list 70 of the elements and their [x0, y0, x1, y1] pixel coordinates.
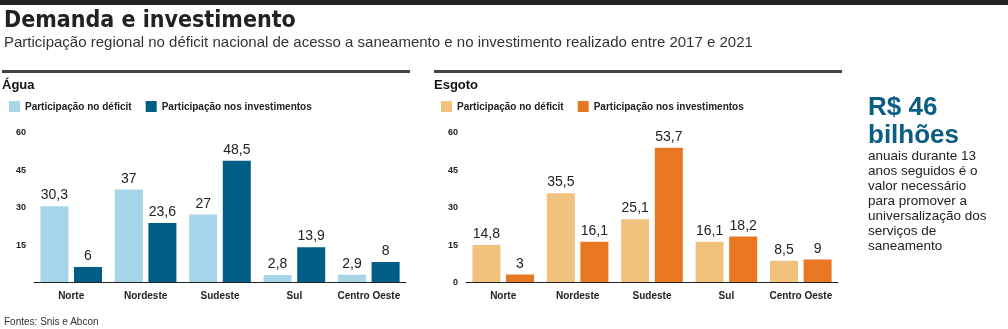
chart-title: Esgoto — [434, 70, 842, 92]
data-label: 27 — [195, 194, 212, 211]
x-tick-label: Sudeste — [632, 289, 672, 301]
data-label: 53,7 — [655, 127, 683, 144]
bar — [729, 236, 758, 282]
data-label: 30,3 — [40, 186, 69, 203]
data-label: 8,5 — [774, 240, 794, 257]
y-tick-label: 0 — [452, 277, 458, 287]
y-tick-label: 15 — [15, 239, 26, 250]
x-tick-label: Norte — [490, 289, 517, 301]
data-label: 14,8 — [472, 225, 501, 241]
data-label: 48,5 — [223, 140, 251, 157]
x-tick-label: Norte — [58, 289, 85, 301]
bar — [506, 274, 534, 282]
data-label: 13,9 — [297, 227, 326, 244]
chart-title: Água — [2, 70, 410, 92]
data-label: 8 — [381, 242, 390, 258]
data-label: 23,6 — [148, 203, 177, 219]
data-label: 18,2 — [729, 216, 758, 233]
data-label: 16,1 — [695, 221, 724, 238]
text: R$ 46 bilhões — [868, 91, 960, 149]
legend-label: Participação nos investimentos — [161, 101, 313, 112]
y-tick-label: 30 — [447, 202, 458, 212]
bar — [654, 147, 683, 282]
legend-label: Participação no déficit — [457, 101, 565, 112]
bar — [621, 219, 650, 282]
data-label: 16,1 — [580, 221, 609, 238]
data-label: 37 — [121, 169, 137, 186]
bar — [803, 259, 832, 282]
data-label: 9 — [813, 239, 822, 256]
x-tick-label: Centro Oeste — [337, 289, 401, 301]
text: Demanda e investimento — [4, 6, 297, 32]
x-tick-label: Sudeste — [200, 289, 240, 301]
data-label: 25,1 — [621, 199, 650, 216]
bar — [222, 160, 251, 282]
bar — [297, 247, 326, 282]
text: Fontes: Snis e Abcon — [4, 316, 99, 327]
bar — [338, 274, 366, 282]
bar — [114, 189, 143, 282]
bar — [189, 214, 218, 282]
y-tick-label: 60 — [447, 127, 458, 137]
y-tick-label: 45 — [447, 164, 458, 175]
bar — [74, 267, 102, 282]
text: Participação regional no déficit nacional de acesso a saneamento e no investimento realizado entre 2017 e 2021 — [4, 32, 754, 51]
bar — [472, 245, 501, 282]
x-tick-label: Centro Oeste — [769, 289, 833, 301]
y-tick-label: 45 — [15, 164, 26, 175]
bar — [371, 262, 400, 282]
bar — [148, 223, 177, 282]
legend-label: Participação nos investimentos — [593, 101, 745, 112]
y-tick-label: 15 — [447, 239, 458, 250]
data-label: 6 — [84, 247, 93, 263]
x-tick-label: Sul — [286, 289, 303, 301]
data-label: 3 — [516, 254, 525, 271]
legend-label: Participação no déficit — [25, 101, 133, 112]
x-tick-label: Nordeste — [123, 289, 168, 301]
bar — [263, 275, 292, 282]
text: anuais durante 13 anos seguidos é o valor necessário para promover a universalização dos serviços de saneamento — [868, 148, 988, 253]
bar — [40, 206, 69, 282]
y-tick-label: 60 — [15, 127, 26, 137]
x-tick-label: Sul — [718, 289, 735, 301]
data-label: 2,8 — [267, 255, 288, 271]
y-tick-label: 30 — [15, 202, 26, 212]
bar — [580, 241, 609, 282]
bar — [546, 193, 575, 282]
data-label: 35,5 — [547, 173, 575, 190]
bar — [770, 260, 798, 282]
data-label: 2,9 — [342, 254, 362, 271]
x-tick-label: Nordeste — [555, 289, 600, 301]
bar — [695, 241, 724, 282]
